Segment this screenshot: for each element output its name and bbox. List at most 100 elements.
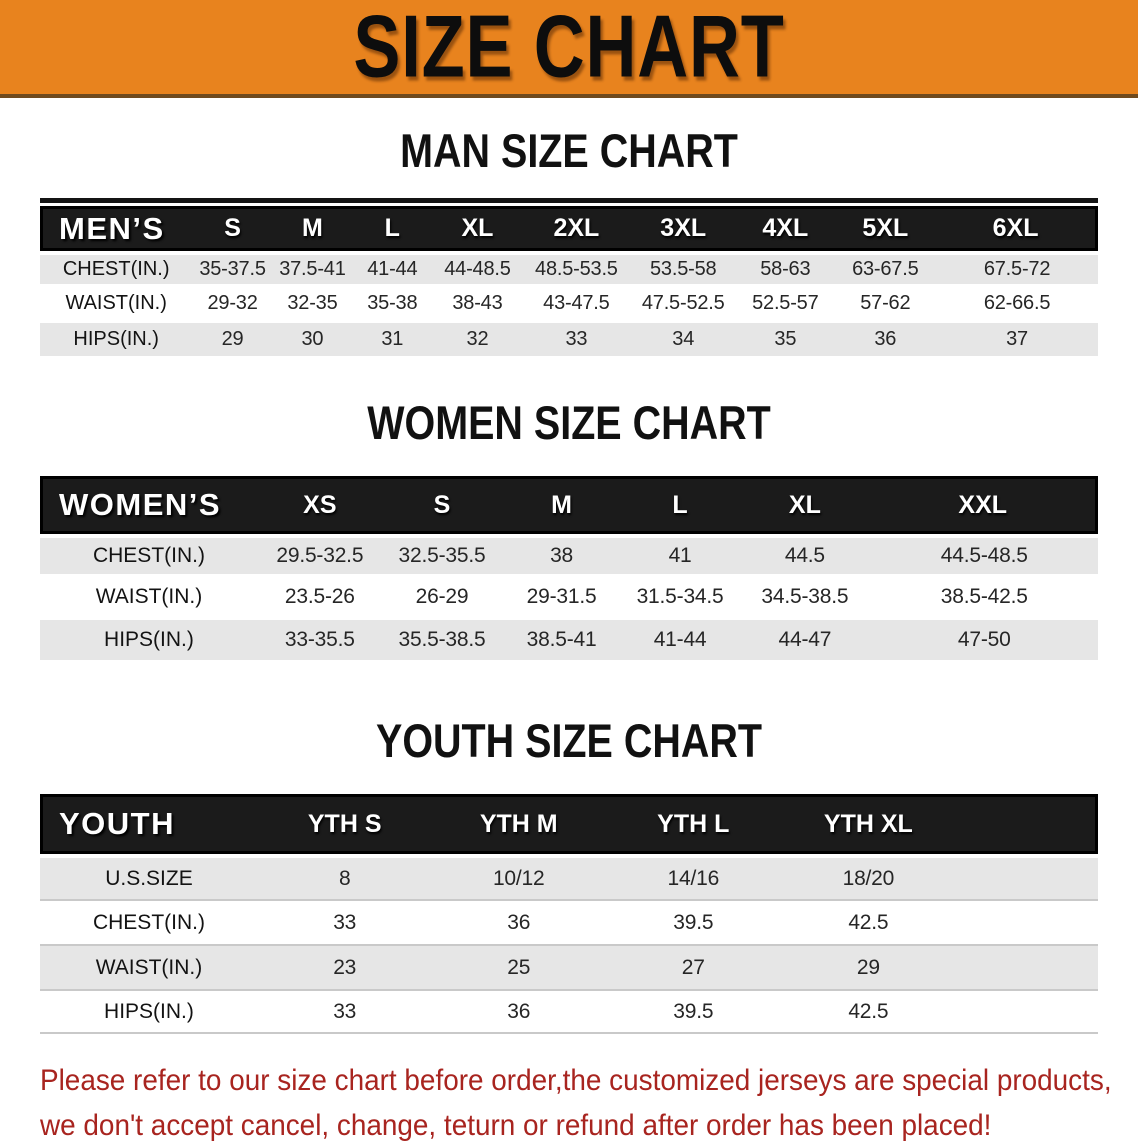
row-label: CHEST(IN.) (40, 534, 258, 577)
filler-cell (956, 899, 1098, 944)
corner-label: WOMEN’S (40, 476, 258, 534)
table-row: U.S.SIZE 8 10/12 14/16 18/20 (40, 854, 1098, 899)
measurement-cell: 18/20 (780, 854, 957, 899)
measurement-cell: 41-44 (352, 251, 433, 287)
measurement-cell: 35 (736, 323, 835, 359)
measurement-cell: 33 (257, 899, 432, 944)
measurement-cell: 42.5 (780, 899, 957, 944)
measurement-cell: 29 (780, 944, 957, 989)
measurement-cell: 29.5-32.5 (257, 534, 382, 577)
column-header: 2XL (522, 206, 631, 251)
measurement-cell: 39.5 (606, 989, 781, 1034)
section-heading: MAN SIZE CHART (400, 124, 738, 177)
table-wrap: MEN’S S M L XL 2XL 3XL 4XL 5XL 6XL CHEST(IN.) 35-37… (40, 198, 1098, 359)
measurement-cell: 44-48.5 (432, 251, 523, 287)
table-wrap: YOUTH YTH S YTH M YTH L YTH XL U.S.SIZE 8 10/12… (40, 794, 1098, 1034)
column-header: YTH L (606, 794, 781, 854)
column-header: M (272, 206, 353, 251)
column-header: XS (257, 476, 382, 534)
row-label: WAIST(IN.) (40, 287, 193, 323)
filler-cell (956, 794, 1098, 854)
table-wrap: WOMEN’S XS S M L XL XXL CHEST(IN.) 29.5-32.5 32.5… (40, 476, 1098, 663)
banner: SIZE CHART (0, 0, 1138, 98)
measurement-cell: 33 (257, 989, 432, 1034)
measurement-cell: 34 (630, 323, 737, 359)
measurement-cell: 31 (352, 323, 433, 359)
measurement-cell: 25 (431, 944, 606, 989)
size-chart-section: YOUTH SIZE CHART YOUTH YTH S YTH M YTH L YTH … (0, 713, 1138, 1034)
notice-line-1: Please refer to our size chart before or… (40, 1064, 1112, 1097)
column-header: XL (432, 206, 523, 251)
row-label: HIPS(IN.) (40, 989, 258, 1034)
measurement-cell: 41 (620, 534, 740, 577)
measurement-cell: 63-67.5 (834, 251, 937, 287)
measurement-cell: 38.5-41 (502, 620, 621, 663)
measurement-cell: 26-29 (381, 577, 503, 620)
row-label: HIPS(IN.) (40, 323, 193, 359)
column-header: XL (739, 476, 871, 534)
measurement-cell: 36 (834, 323, 937, 359)
column-header: 3XL (630, 206, 737, 251)
measurement-cell: 48.5-53.5 (522, 251, 631, 287)
filler-cell (956, 944, 1098, 989)
measurement-cell: 47.5-52.5 (630, 287, 737, 323)
column-header: S (192, 206, 273, 251)
corner-label: MEN’S (40, 206, 193, 251)
measurement-cell: 36 (431, 989, 606, 1034)
table-row: CHEST(IN.) 29.5-32.5 32.5-35.5 38 41 44.5 44.5… (40, 534, 1098, 577)
measurement-cell: 30 (272, 323, 353, 359)
size-table: MEN’S S M L XL 2XL 3XL 4XL 5XL 6XL CHEST(IN.) 35-37… (40, 206, 1098, 359)
size-chart-section: WOMEN SIZE CHART WOMEN’S XS S M L XL XXL CHEST(I… (0, 395, 1138, 663)
column-header: YTH S (257, 794, 432, 854)
measurement-cell: 58-63 (736, 251, 835, 287)
measurement-cell: 38.5-42.5 (870, 577, 1098, 620)
corner-label: YOUTH (40, 794, 258, 854)
measurement-cell: 27 (606, 944, 781, 989)
measurement-cell: 29 (192, 323, 273, 359)
measurement-cell: 52.5-57 (736, 287, 835, 323)
measurement-cell: 38-43 (432, 287, 523, 323)
measurement-cell: 35-38 (352, 287, 433, 323)
row-label: U.S.SIZE (40, 854, 258, 899)
column-header: L (352, 206, 433, 251)
section-heading: YOUTH SIZE CHART (375, 714, 763, 767)
measurement-cell: 33 (522, 323, 631, 359)
notice-line-2: we don't accept cancel, change, teturn o… (40, 1109, 992, 1142)
table-row: CHEST(IN.) 33 36 39.5 42.5 (40, 899, 1098, 944)
measurement-cell: 44.5 (739, 534, 871, 577)
charts-container: MAN SIZE CHART MEN’S S M L XL 2XL 3XL 4XL 5XL 6XL C… (0, 123, 1138, 1034)
measurement-cell: 37 (936, 323, 1098, 359)
measurement-cell: 41-44 (620, 620, 740, 663)
table-row: WAIST(IN.) 23 25 27 29 (40, 944, 1098, 989)
measurement-cell: 33-35.5 (257, 620, 382, 663)
measurement-cell: 44.5-48.5 (870, 534, 1098, 577)
column-header: YTH M (431, 794, 606, 854)
measurement-cell: 36 (431, 899, 606, 944)
measurement-cell: 42.5 (780, 989, 957, 1034)
order-notice: Please refer to our size chart before or… (40, 1058, 1138, 1148)
measurement-cell: 37.5-41 (272, 251, 353, 287)
measurement-cell: 14/16 (606, 854, 781, 899)
measurement-cell: 47-50 (870, 620, 1098, 663)
measurement-cell: 29-31.5 (502, 577, 621, 620)
measurement-cell: 44-47 (739, 620, 871, 663)
measurement-cell: 8 (257, 854, 432, 899)
table-row: HIPS(IN.) 33 36 39.5 42.5 (40, 989, 1098, 1034)
measurement-cell: 29-32 (192, 287, 273, 323)
column-header: S (381, 476, 503, 534)
measurement-cell: 32 (432, 323, 523, 359)
filler-cell (956, 854, 1098, 899)
measurement-cell: 43-47.5 (522, 287, 631, 323)
column-header: 5XL (834, 206, 937, 251)
measurement-cell: 32.5-35.5 (381, 534, 503, 577)
column-header: 4XL (736, 206, 835, 251)
table-row: CHEST(IN.) 35-37.5 37.5-41 41-44 44-48.5 48.5… (40, 251, 1098, 287)
column-header: XXL (870, 476, 1098, 534)
measurement-cell: 38 (502, 534, 621, 577)
measurement-cell: 39.5 (606, 899, 781, 944)
row-label: CHEST(IN.) (40, 251, 193, 287)
measurement-cell: 23.5-26 (257, 577, 382, 620)
measurement-cell: 67.5-72 (936, 251, 1098, 287)
column-header: YTH XL (780, 794, 957, 854)
